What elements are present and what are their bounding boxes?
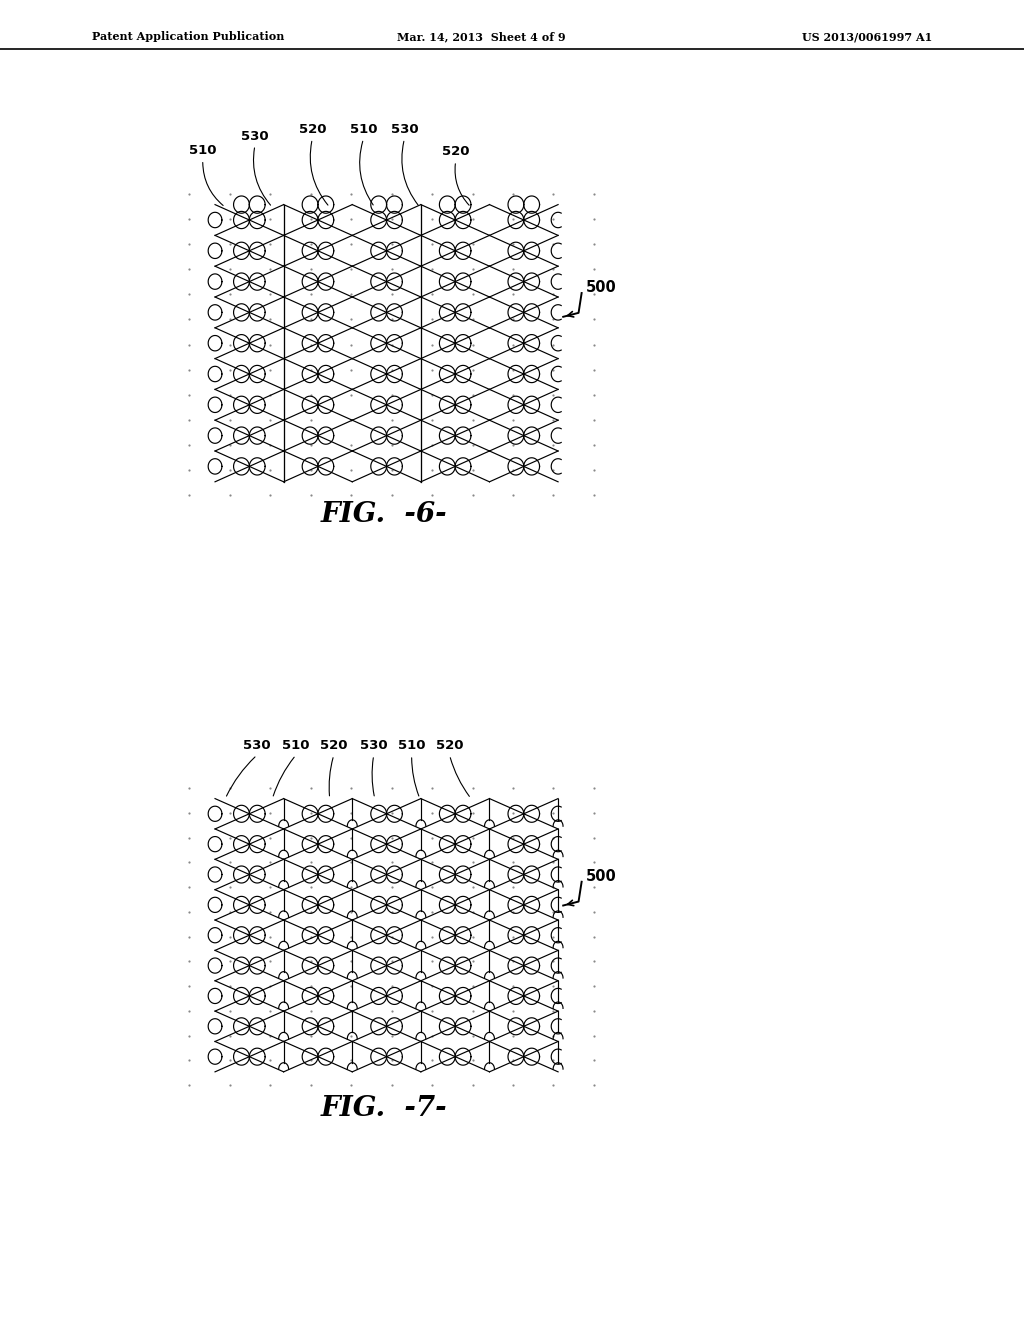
Text: 510: 510 bbox=[189, 144, 216, 157]
Text: FIG.  -7-: FIG. -7- bbox=[321, 1096, 447, 1122]
Text: Patent Application Publication: Patent Application Publication bbox=[92, 32, 285, 42]
Text: 500: 500 bbox=[586, 280, 616, 296]
Text: 510: 510 bbox=[283, 739, 309, 752]
Text: 530: 530 bbox=[244, 739, 270, 752]
Text: 510: 510 bbox=[398, 739, 425, 752]
Text: 530: 530 bbox=[391, 123, 418, 136]
Text: 530: 530 bbox=[360, 739, 387, 752]
Text: 520: 520 bbox=[299, 123, 326, 136]
Text: 500: 500 bbox=[586, 869, 616, 884]
Text: 530: 530 bbox=[242, 129, 268, 143]
Text: 510: 510 bbox=[350, 123, 377, 136]
Text: US 2013/0061997 A1: US 2013/0061997 A1 bbox=[802, 32, 932, 42]
Text: Mar. 14, 2013  Sheet 4 of 9: Mar. 14, 2013 Sheet 4 of 9 bbox=[397, 32, 565, 42]
Text: 520: 520 bbox=[436, 739, 463, 752]
Text: 520: 520 bbox=[321, 739, 347, 752]
Text: 520: 520 bbox=[442, 145, 469, 158]
Text: FIG.  -6-: FIG. -6- bbox=[321, 502, 447, 528]
